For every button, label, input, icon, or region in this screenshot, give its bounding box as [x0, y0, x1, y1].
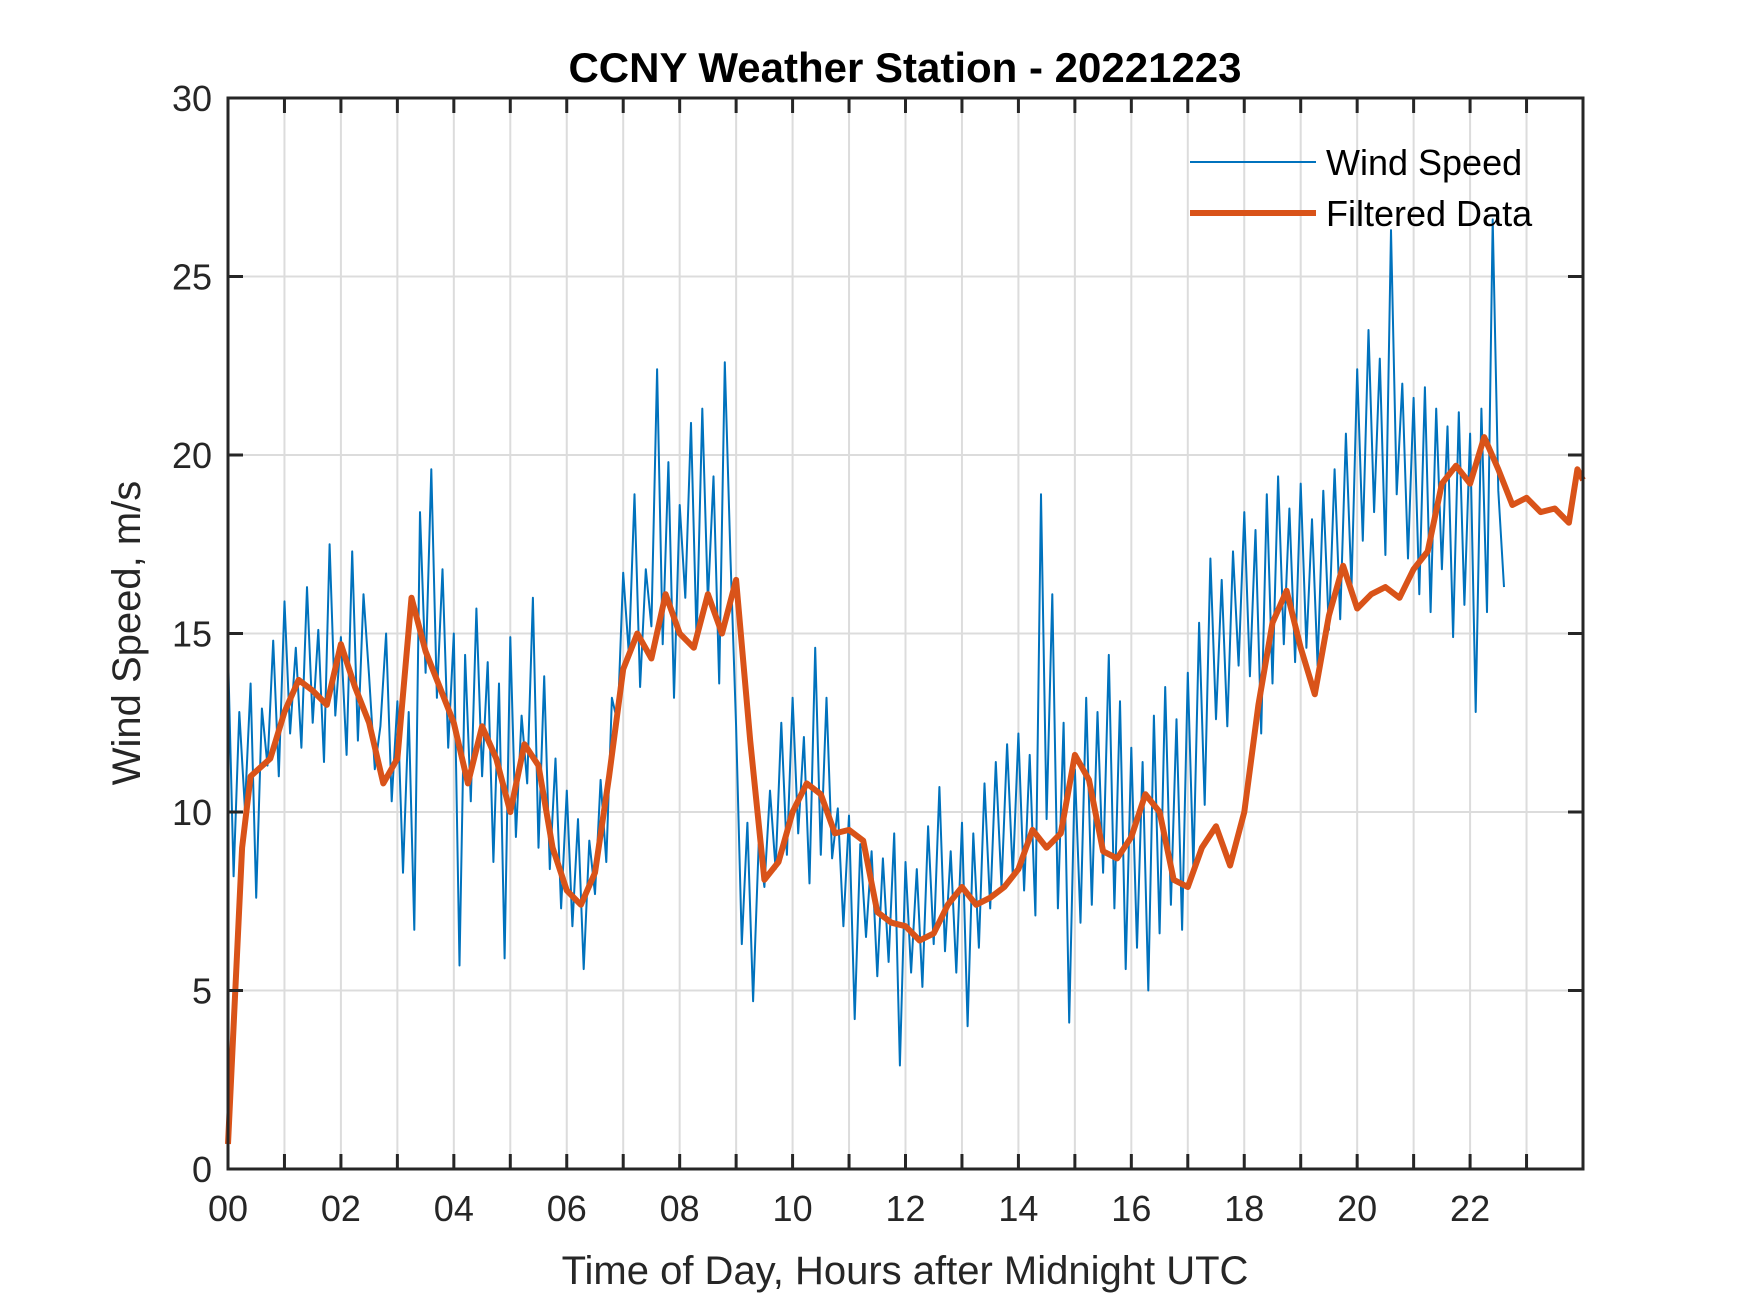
- x-axis-label: Time of Day, Hours after Midnight UTC: [562, 1249, 1249, 1293]
- y-tick-label: 30: [172, 78, 212, 119]
- x-tick-label: 08: [660, 1188, 700, 1229]
- x-tick-label: 18: [1224, 1188, 1264, 1229]
- y-tick-label: 10: [172, 792, 212, 833]
- grid: [228, 98, 1583, 1169]
- x-tick-label: 22: [1450, 1188, 1490, 1229]
- x-tick-label: 00: [208, 1188, 248, 1229]
- y-tick-label: 20: [172, 435, 212, 476]
- y-axis-label: Wind Speed, m/s: [105, 481, 149, 786]
- x-tick-label: 04: [434, 1188, 474, 1229]
- x-tick-label: 20: [1337, 1188, 1377, 1229]
- x-tick-label: 06: [547, 1188, 587, 1229]
- series-line-filtered-data: [225, 434, 1586, 1145]
- legend: Wind Speed Filtered Data: [1190, 142, 1533, 234]
- y-tick-label: 5: [192, 971, 212, 1012]
- chart-title: CCNY Weather Station - 20221223: [568, 44, 1241, 91]
- x-tick-label: 12: [885, 1188, 925, 1229]
- y-tick-label: 15: [172, 614, 212, 655]
- legend-label-wind-speed: Wind Speed: [1326, 142, 1522, 183]
- series-line-wind-speed: [227, 218, 1505, 1067]
- y-tick-label: 0: [192, 1149, 212, 1190]
- series-layer: [225, 218, 1586, 1145]
- legend-label-filtered-data: Filtered Data: [1326, 193, 1533, 234]
- x-tick-label: 02: [321, 1188, 361, 1229]
- y-tick-label: 25: [172, 257, 212, 298]
- x-tick-label: 16: [1111, 1188, 1151, 1229]
- ticks: 0 5 10 15 20 25 30 00 02 04 06 08 10 12 14 16 18 20 22: [172, 78, 1583, 1229]
- x-tick-label: 10: [773, 1188, 813, 1229]
- x-tick-label: 14: [998, 1188, 1038, 1229]
